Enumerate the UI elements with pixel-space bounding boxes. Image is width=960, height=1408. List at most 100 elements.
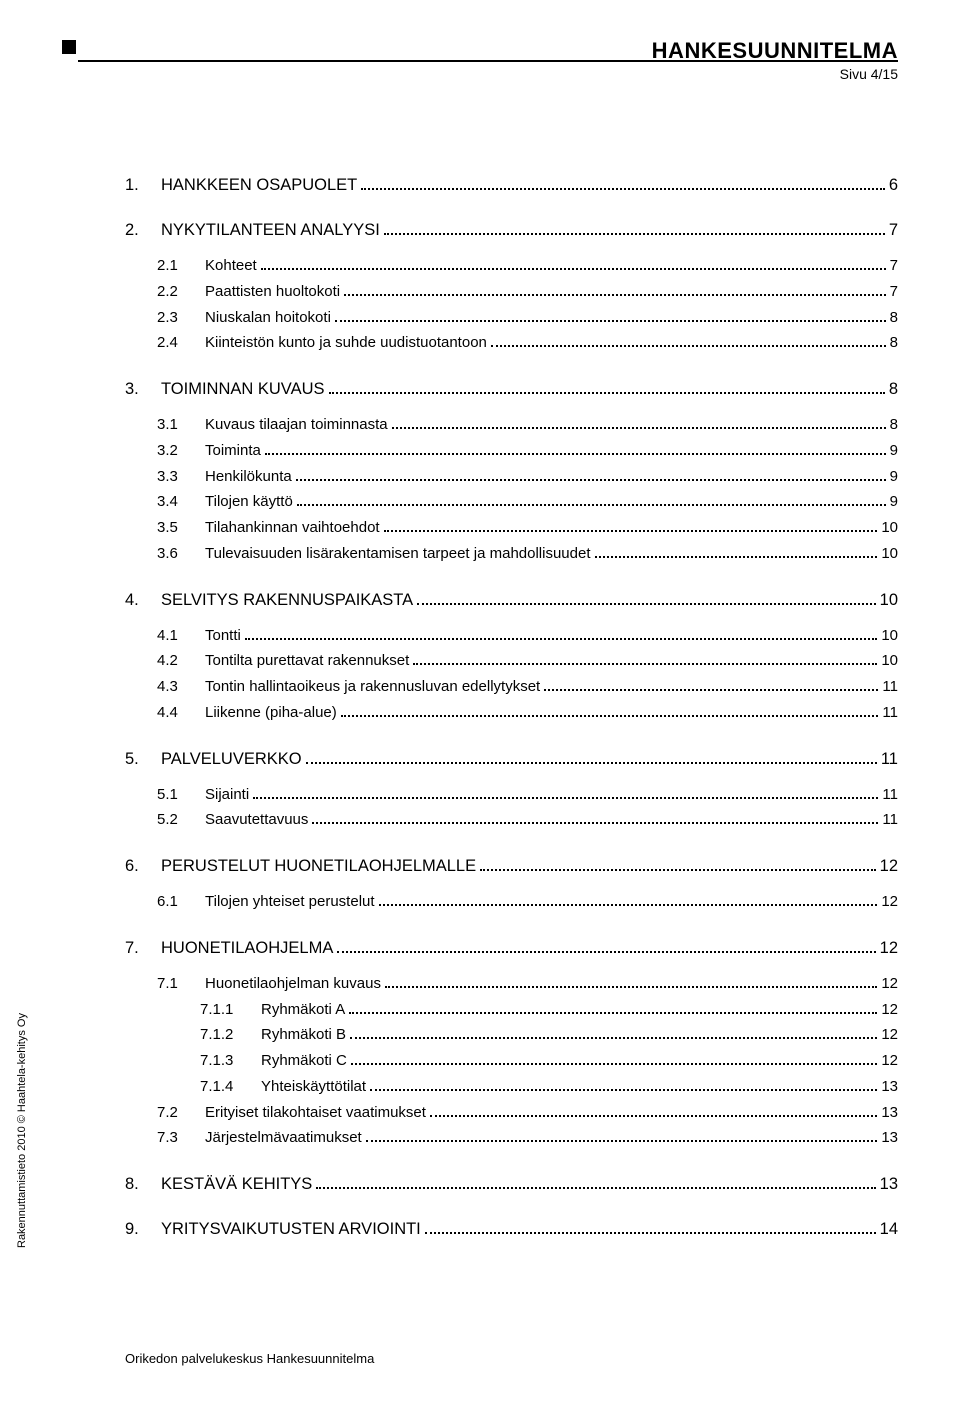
toc-leader-dots <box>337 951 875 953</box>
toc-page-number: 11 <box>881 750 898 769</box>
header-right: HANKESUUNNITELMA Sivu 4/15 <box>652 38 898 82</box>
toc-leader-dots <box>425 1232 876 1234</box>
copyright-sidetext: Rakennuttamistieto 2010 © Haahtela-kehit… <box>16 1013 28 1248</box>
toc-page-number: 10 <box>881 517 898 539</box>
toc-leader-dots <box>312 822 878 824</box>
toc-page-number: 8 <box>889 380 898 399</box>
toc-title: TOIMINNAN KUVAUS <box>155 380 325 399</box>
toc-number: 4.2 <box>157 650 199 672</box>
toc-entry: 3.5Tilahankinnan vaihtoehdot10 <box>157 517 898 539</box>
toc-title: HUONETILAOHJELMA <box>155 939 333 958</box>
toc-number: 3.3 <box>157 466 199 488</box>
toc-leader-dots <box>296 479 886 481</box>
toc-page-number: 8 <box>890 307 898 329</box>
toc-leader-dots <box>297 504 886 506</box>
toc-number: 5.2 <box>157 809 199 831</box>
toc-number: 2.1 <box>157 255 199 277</box>
toc-title: Saavutettavuus <box>199 809 308 831</box>
toc-entry: 7.1Huonetilaohjelman kuvaus 12 <box>157 973 898 995</box>
toc-leader-dots <box>413 663 877 665</box>
toc-title: Tilojen käyttö <box>199 491 293 513</box>
toc-entry: 5.PALVELUVERKKO11 <box>125 750 898 769</box>
toc-number: 5.1 <box>157 784 199 806</box>
toc-leader-dots <box>491 345 886 347</box>
toc-entry: 8.KESTÄVÄ KEHITYS13 <box>125 1175 898 1194</box>
toc-page-number: 12 <box>880 857 898 876</box>
toc-title: Huonetilaohjelman kuvaus <box>199 973 381 995</box>
toc-title: Järjestelmävaatimukset <box>199 1127 362 1149</box>
toc-number: 2.2 <box>157 281 199 303</box>
document-page: HANKESUUNNITELMA Sivu 4/15 1.HANKKEEN OS… <box>0 0 960 1408</box>
toc-leader-dots <box>329 392 885 394</box>
toc-page-number: 10 <box>881 650 898 672</box>
toc-page-number: 7 <box>890 281 898 303</box>
toc-number: 4.3 <box>157 676 199 698</box>
toc-leader-dots <box>595 556 878 558</box>
toc-number: 7.1 <box>157 973 199 995</box>
toc-entry: 7.1.2Ryhmäkoti B12 <box>200 1024 898 1046</box>
toc-number: 4.4 <box>157 702 199 724</box>
toc-entry: 4.2Tontilta purettavat rakennukset 10 <box>157 650 898 672</box>
toc-number: 7.1.4 <box>200 1076 255 1098</box>
toc-title: Tulevaisuuden lisärakentamisen tarpeet j… <box>199 543 591 565</box>
document-title: HANKESUUNNITELMA <box>652 38 898 64</box>
toc-leader-dots <box>366 1140 878 1142</box>
toc-number: 8. <box>125 1175 155 1194</box>
header-marker <box>62 40 76 54</box>
toc-title: Ryhmäkoti C <box>255 1050 347 1072</box>
toc-title: Kiinteistön kunto ja suhde uudistuotanto… <box>199 332 487 354</box>
toc-number: 2.3 <box>157 307 199 329</box>
toc-title: Yhteiskäyttötilat <box>255 1076 366 1098</box>
toc-page-number: 13 <box>881 1076 898 1098</box>
toc-title: Tilahankinnan vaihtoehdot <box>199 517 380 539</box>
toc-title: Tontilta purettavat rakennukset <box>199 650 409 672</box>
toc-page-number: 11 <box>882 676 898 698</box>
toc-number: 7.3 <box>157 1127 199 1149</box>
toc-leader-dots <box>430 1115 877 1117</box>
toc-page-number: 9 <box>890 466 898 488</box>
toc-number: 6. <box>125 857 155 876</box>
toc-entry: 3.TOIMINNAN KUVAUS8 <box>125 380 898 399</box>
toc-page-number: 12 <box>880 939 898 958</box>
toc-title: Tilojen yhteiset perustelut <box>199 891 375 913</box>
toc-leader-dots <box>253 797 878 799</box>
toc-page-number: 12 <box>881 973 898 995</box>
toc-title: NYKYTILANTEEN ANALYYSI <box>155 221 380 240</box>
toc-page-number: 11 <box>882 809 898 831</box>
toc-entry: 3.1Kuvaus tilaajan toiminnasta8 <box>157 414 898 436</box>
toc-leader-dots <box>361 188 885 190</box>
toc-leader-dots <box>350 1037 877 1039</box>
page-indicator: Sivu 4/15 <box>652 66 898 82</box>
toc-page-number: 9 <box>890 440 898 462</box>
toc-leader-dots <box>379 904 878 906</box>
toc-leader-dots <box>392 427 886 429</box>
toc-page-number: 6 <box>889 176 898 195</box>
toc-entry: 4.1Tontti10 <box>157 625 898 647</box>
toc-title: Henkilökunta <box>199 466 292 488</box>
toc-page-number: 13 <box>881 1127 898 1149</box>
toc-number: 5. <box>125 750 155 769</box>
toc-leader-dots <box>384 233 885 235</box>
toc-entry: 7.1.1Ryhmäkoti A12 <box>200 999 898 1021</box>
toc-entry: 3.6Tulevaisuuden lisärakentamisen tarpee… <box>157 543 898 565</box>
toc-page-number: 8 <box>890 414 898 436</box>
toc-number: 4. <box>125 591 155 610</box>
toc-page-number: 7 <box>890 255 898 277</box>
toc-number: 1. <box>125 176 155 195</box>
toc-entry: 6.1Tilojen yhteiset perustelut12 <box>157 891 898 913</box>
toc-title: Tontti <box>199 625 241 647</box>
toc-leader-dots <box>480 869 876 871</box>
toc-number: 3.4 <box>157 491 199 513</box>
toc-number: 6.1 <box>157 891 199 913</box>
toc-number: 7.1.2 <box>200 1024 255 1046</box>
toc-title: Paattisten huoltokoti <box>199 281 340 303</box>
toc-leader-dots <box>384 530 878 532</box>
toc-number: 9. <box>125 1220 155 1239</box>
toc-entry: 3.2Toiminta9 <box>157 440 898 462</box>
toc-leader-dots <box>544 689 878 691</box>
toc-title: Liikenne (piha-alue) <box>199 702 337 724</box>
toc-entry: 7.HUONETILAOHJELMA12 <box>125 939 898 958</box>
toc-entry: 5.2Saavutettavuus 11 <box>157 809 898 831</box>
toc-number: 7.1.1 <box>200 999 255 1021</box>
toc-title: Tontin hallintaoikeus ja rakennusluvan e… <box>199 676 540 698</box>
